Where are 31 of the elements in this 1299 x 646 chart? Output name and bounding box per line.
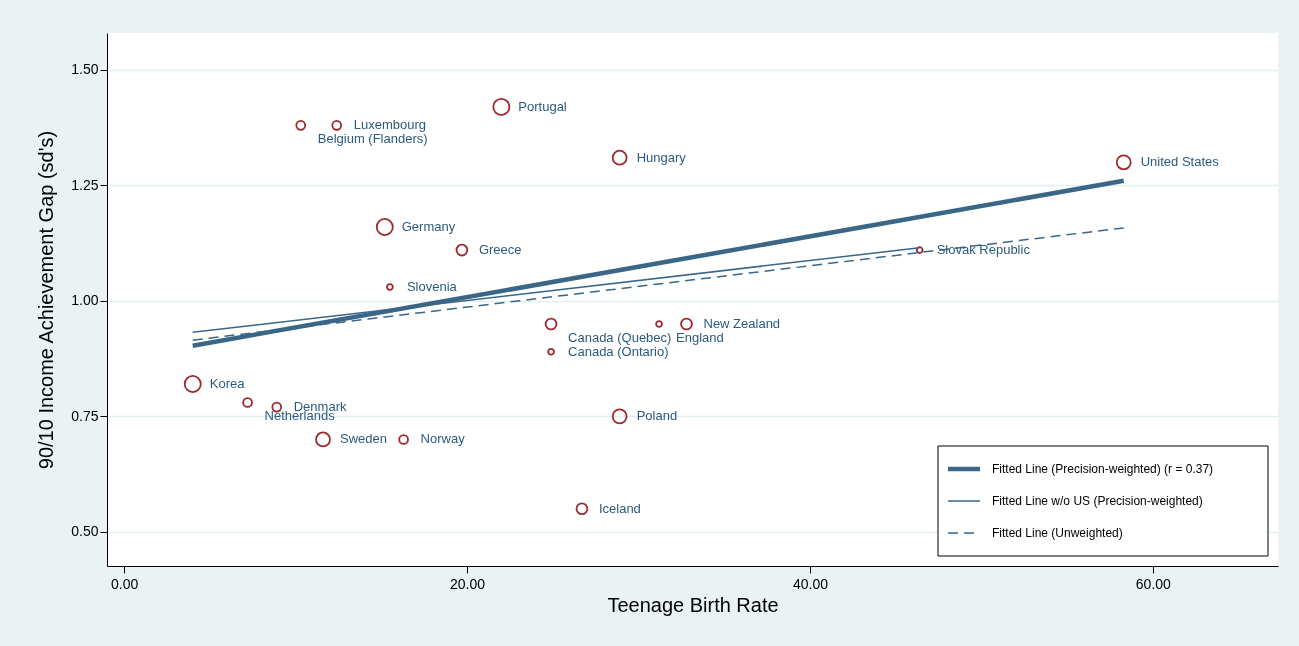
y-axis-title: 90/10 Income Achievement Gap (sd's) (35, 130, 58, 470)
legend-label: Fitted Line w/o US (Precision-weighted) (992, 494, 1203, 508)
annotation: Slovenia (406, 279, 458, 295)
legend-label: Fitted Line (Unweighted) (992, 526, 1123, 540)
annotation: Korea (209, 376, 246, 392)
annotation: Sweden (340, 431, 388, 447)
annotation: New Zealand (703, 315, 781, 331)
annotation: Poland (636, 408, 678, 424)
annotation: Norway (420, 431, 466, 447)
annotation: Slovak Republic (936, 242, 1031, 258)
annotation: Germany (401, 218, 456, 234)
y-tick-label: 0.50 (71, 523, 99, 540)
annotation: Luxembourg (353, 117, 427, 133)
x-tick-label: 20.00 (450, 575, 486, 592)
y-tick-label: 0.75 (71, 407, 99, 424)
x-axis-title: Teenage Birth Rate (607, 593, 779, 616)
annotation: Portugal (518, 98, 567, 114)
y-tick-label: 1.00 (71, 292, 99, 309)
annotation: United States (1140, 154, 1220, 170)
annotation: Belgium (Flanders) (317, 131, 428, 147)
x-tick-label: 40.00 (792, 575, 829, 592)
x-tick-label: 60.00 (1135, 575, 1172, 592)
annotation: England (676, 329, 724, 345)
legend-label: Fitted Line (Precision-weighted) (r = 0.37) (992, 462, 1214, 476)
y-tick-label: 1.50 (71, 61, 99, 78)
annotation: Greece (478, 242, 522, 258)
x-tick-label: 0.00 (111, 575, 139, 592)
y-tick-label: 1.25 (71, 176, 99, 193)
annotation: Hungary (636, 149, 687, 165)
annotation: Canada (Quebec) (568, 329, 672, 345)
annotation: Iceland (598, 500, 641, 516)
